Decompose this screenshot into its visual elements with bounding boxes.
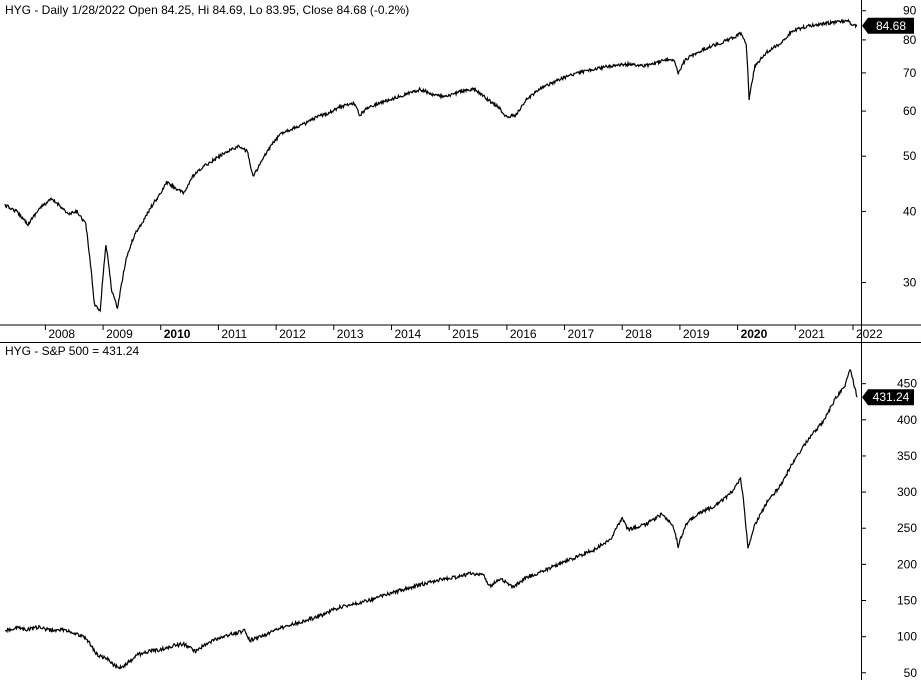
y-tick-label: 250 — [897, 521, 917, 535]
hyg-minus-spx-line — [4, 368, 858, 670]
y-tick-label: 50 — [903, 149, 917, 163]
x-tick-label: 2009 — [106, 327, 133, 341]
upper-plot-area — [0, 0, 861, 325]
x-tick-label: 2022 — [856, 327, 883, 341]
x-tick-label: 2014 — [394, 327, 421, 341]
last-value-label: 431.24 — [873, 390, 910, 404]
x-tick-label: 2018 — [625, 327, 652, 341]
y-tick-label: 50 — [904, 666, 918, 680]
lower-y-axis: 50 100 150 200 250 300 350 400 450 — [861, 377, 917, 680]
x-tick-label: 2012 — [279, 327, 306, 341]
lower-panel: HYG - S&P 500 = 431.24 50 100 150 200 250 300… — [4, 344, 917, 680]
last-value-label: 84.68 — [876, 19, 906, 33]
x-tick-label: 2021 — [798, 327, 825, 341]
lower-chart-title: HYG - S&P 500 = 431.24 — [5, 344, 140, 358]
y-tick-label: 90 — [903, 4, 917, 18]
x-tick-label: 2015 — [452, 327, 479, 341]
y-tick-label: 30 — [903, 276, 917, 290]
upper-last-value-tag: 84.68 — [862, 17, 914, 34]
x-tick-label: 2010 — [164, 327, 191, 341]
last-value-badge — [862, 389, 914, 406]
y-tick-label: 300 — [897, 485, 917, 499]
y-tick-label: 150 — [897, 594, 917, 608]
lower-last-value-tag: 431.24 — [862, 389, 914, 406]
upper-chart-title: HYG - Daily 1/28/2022 Open 84.25, Hi 84.… — [5, 3, 409, 17]
x-tick-label: 2016 — [510, 327, 537, 341]
hyg-price-line — [4, 18, 858, 313]
y-tick-label: 350 — [897, 449, 917, 463]
y-tick-label: 70 — [903, 66, 917, 80]
x-tick-label: 2008 — [48, 327, 75, 341]
x-tick-label: 2013 — [337, 327, 364, 341]
upper-panel: HYG - Daily 1/28/2022 Open 84.25, Hi 84.… — [0, 0, 921, 341]
y-tick-label: 80 — [903, 33, 917, 47]
x-tick-label: 2017 — [568, 327, 595, 341]
upper-y-axis: 30 40 50 60 70 80 90 — [861, 4, 917, 290]
last-value-badge — [862, 17, 914, 34]
x-tick-label: 2011 — [221, 327, 247, 341]
y-tick-label: 200 — [897, 557, 917, 571]
y-tick-label: 400 — [897, 413, 917, 427]
y-tick-label: 100 — [897, 630, 917, 644]
y-tick-label: 40 — [903, 204, 917, 218]
x-tick-label: 2020 — [741, 327, 768, 341]
x-axis: 2008 2009 2010 2011 2012 2013 2014 2015 2016 2017… — [44, 325, 883, 341]
y-tick-label: 450 — [897, 377, 917, 391]
y-tick-label: 60 — [903, 104, 917, 118]
x-tick-label: 2019 — [683, 327, 710, 341]
